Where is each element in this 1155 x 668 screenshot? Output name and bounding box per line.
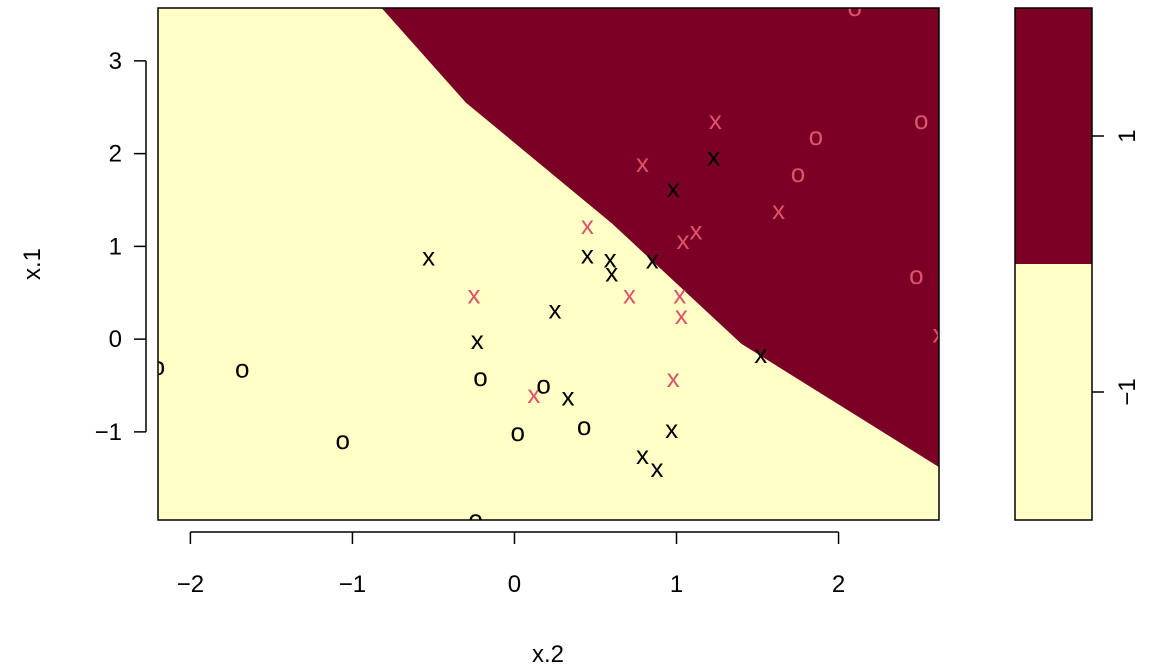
y-tick-label: 0 — [109, 326, 122, 353]
point-o-marker: o — [577, 411, 591, 441]
point-x-marker: x — [676, 225, 689, 255]
point-o-marker: o — [909, 260, 923, 290]
point-x-marker: x — [646, 244, 659, 274]
point-o-marker: o — [468, 504, 482, 534]
point-o-marker: o — [809, 121, 823, 151]
point-x-marker: x — [709, 105, 722, 135]
x-tick-label: 2 — [832, 571, 845, 598]
point-x-marker: x — [651, 453, 664, 483]
y-axis-label: x.1 — [19, 248, 46, 280]
plot-frame — [157, 7, 940, 521]
legend-swatch-neg1 — [1015, 264, 1092, 520]
point-x-marker: x — [604, 243, 617, 273]
x-tick-label: −2 — [177, 571, 204, 598]
legend-frame — [1014, 7, 1093, 521]
point-o-marker: o — [848, 0, 862, 22]
point-x-marker: x — [673, 280, 686, 310]
point-x-marker: x — [754, 339, 767, 369]
y-tick-label: 2 — [109, 141, 122, 168]
x-axis: −2 −1 0 1 2 — [177, 531, 845, 598]
point-x-marker: x — [665, 414, 678, 444]
point-x-marker: x — [772, 195, 785, 225]
point-x-marker: x — [471, 325, 484, 355]
point-o-marker: o — [914, 105, 928, 135]
point-x-marker: x — [581, 210, 594, 240]
point-o-marker: o — [335, 425, 349, 455]
point-o-marker: o — [235, 354, 249, 384]
point-x-marker: x — [689, 216, 702, 246]
point-o-marker: o — [151, 351, 165, 381]
point-x-marker: x — [605, 257, 618, 287]
point-x-marker: x — [581, 240, 594, 270]
x-tick-label: 1 — [670, 571, 683, 598]
point-x-marker: x — [561, 382, 574, 412]
legend-label-neg1: −1 — [1114, 378, 1141, 405]
point-x-marker: x — [675, 300, 688, 330]
y-tick-label: −1 — [95, 419, 122, 446]
region-positive-class — [381, 8, 939, 468]
x-tick-label: 0 — [508, 571, 521, 598]
y-axis: −1 0 1 2 3 — [95, 48, 147, 446]
point-o-marker: o — [536, 370, 550, 400]
point-o-marker: o — [510, 417, 524, 447]
point-x-marker: x — [667, 173, 680, 203]
point-x-marker: x — [467, 280, 480, 310]
point-x-marker: x — [422, 242, 435, 272]
point-x-marker: x — [933, 318, 946, 348]
legend-swatch-1 — [1015, 8, 1092, 264]
point-x-marker: x — [636, 440, 649, 470]
y-tick-label: 1 — [109, 233, 122, 260]
legend: 1 −1 — [1014, 7, 1141, 521]
legend-label-1: 1 — [1114, 129, 1141, 142]
point-x-marker: x — [527, 379, 540, 409]
point-o-marker: o — [473, 362, 487, 392]
x-tick-label: −1 — [339, 571, 366, 598]
y-tick-label: 3 — [109, 48, 122, 75]
point-o-marker: o — [791, 158, 805, 188]
point-x-marker: x — [623, 280, 636, 310]
point-x-marker: x — [548, 294, 561, 324]
point-x-marker: x — [667, 363, 680, 393]
x-axis-label: x.2 — [532, 641, 564, 668]
point-x-marker: x — [636, 148, 649, 178]
point-x-marker: x — [707, 141, 720, 171]
